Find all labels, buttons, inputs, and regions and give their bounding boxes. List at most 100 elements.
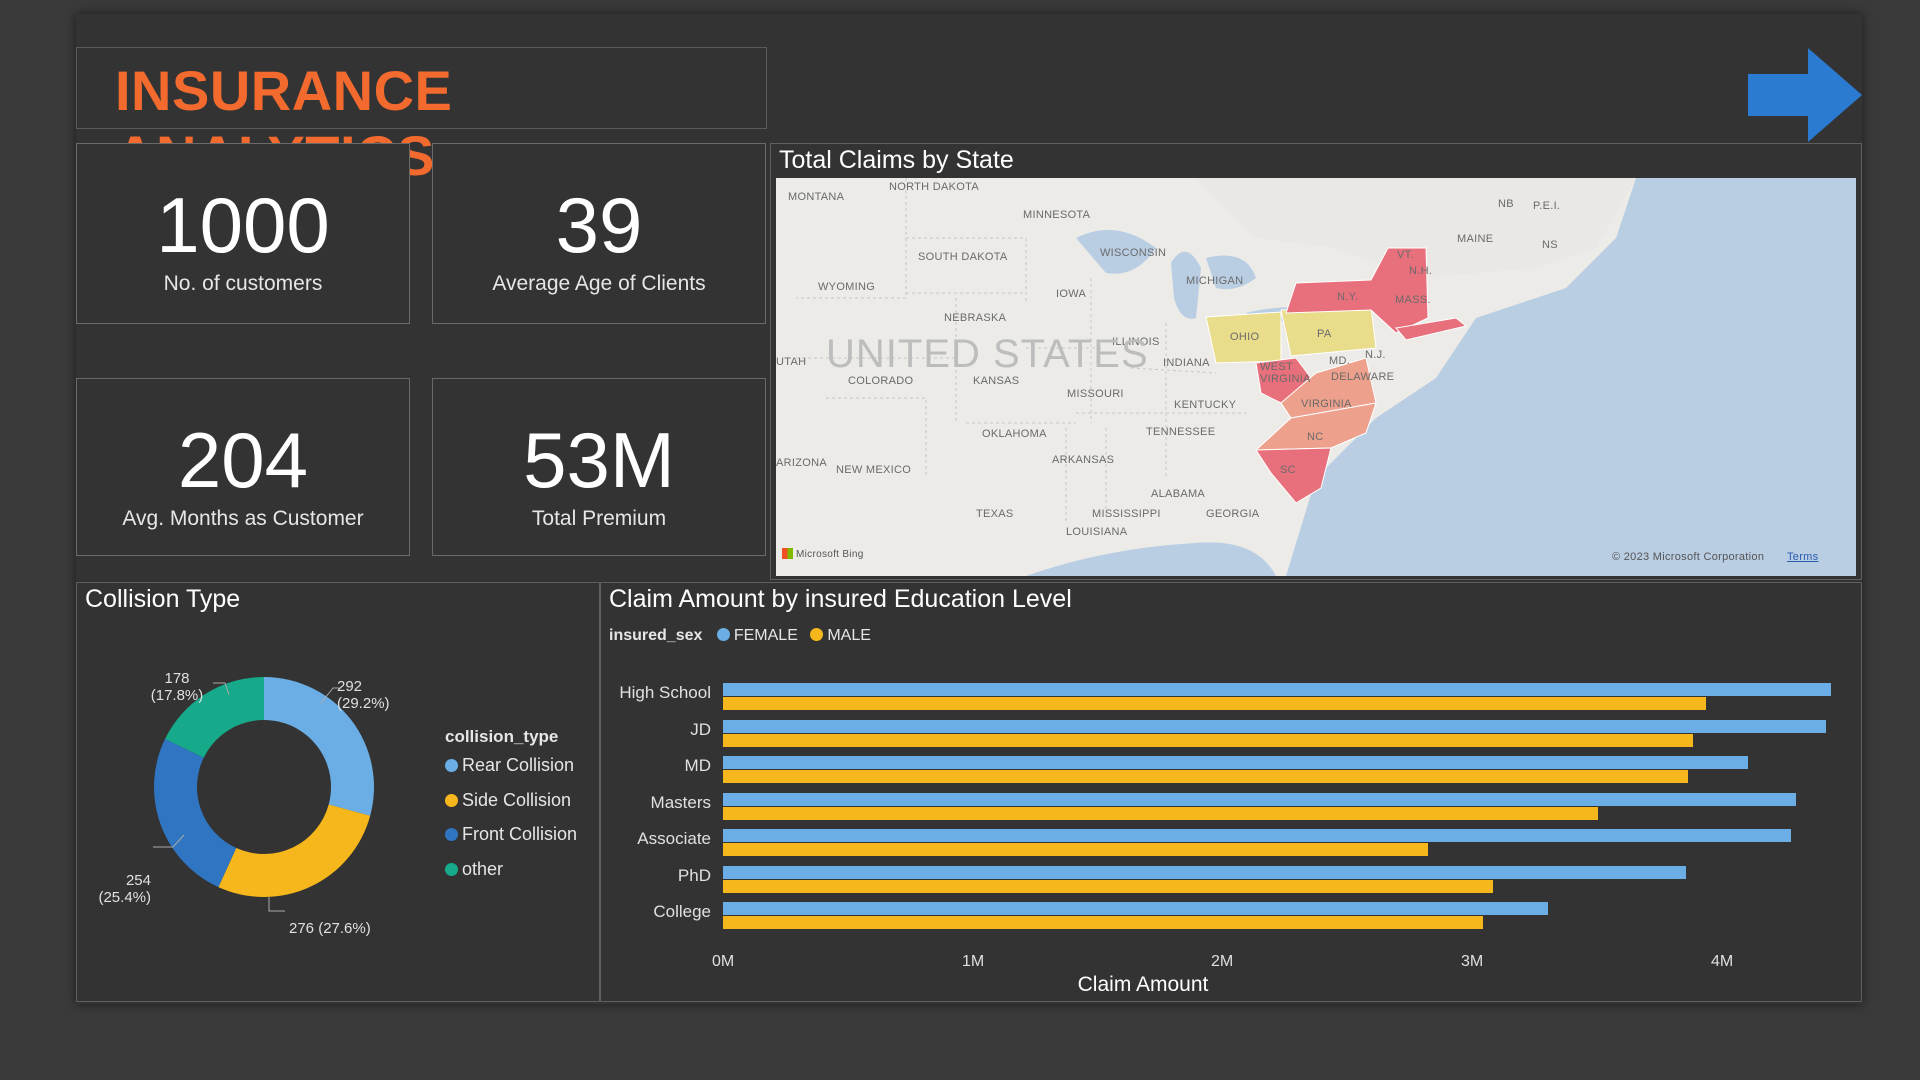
collision-donut-chart [153, 677, 374, 912]
bar-female[interactable] [723, 865, 1686, 879]
donut-label-side: 276 (27.6%) [289, 920, 371, 938]
legend-label: MALE [827, 627, 871, 644]
bar-female[interactable] [723, 683, 1831, 696]
legend-dot [445, 863, 458, 876]
map-country-label: UNITED STATES [826, 332, 1149, 376]
donut-label-text: 292 (29.2%) [337, 678, 390, 712]
donut-slice-rear[interactable] [264, 677, 374, 816]
legend-item-male[interactable]: MALE [810, 627, 871, 644]
bar-female[interactable] [723, 902, 1548, 915]
map-title: Total Claims by State [779, 146, 1014, 174]
donut-label-text: 254 (25.4%) [98, 872, 151, 906]
bar-female[interactable] [723, 719, 1826, 733]
map-state-label: ALABAMA [1151, 488, 1206, 500]
x-tick: 0M [712, 953, 735, 970]
x-tick: 2M [1211, 953, 1234, 970]
map-state-label: NS [1542, 239, 1558, 251]
map-state-label: UTAH [776, 356, 807, 368]
map-copyright: © 2023 Microsoft Corporation [1612, 551, 1765, 563]
bar-female[interactable] [723, 756, 1748, 769]
bar-male[interactable] [723, 879, 1493, 893]
claims-title: Claim Amount by insured Education Level [609, 585, 1072, 613]
collision-panel: Collision Type 292 (29.2%) 276 (27.6%) 2… [76, 582, 600, 1002]
map-state-label: N.Y. [1337, 291, 1359, 303]
map-state-label: MONTANA [788, 191, 845, 203]
map-state-label: P.E.I. [1533, 200, 1561, 212]
legend-item-side[interactable]: Side Collision [445, 790, 571, 811]
legend-item-other[interactable]: other [445, 859, 503, 880]
map-state-label: NB [1498, 198, 1514, 210]
bar-male[interactable] [723, 806, 1598, 820]
bar-male[interactable] [723, 733, 1693, 747]
legend-dot [445, 794, 458, 807]
donut-label-text: 178 (17.8%) [150, 670, 204, 704]
claims-panel: Claim Amount by insured Education Level … [600, 582, 1862, 1002]
map-state-label: VT. [1397, 249, 1414, 261]
map-state-label: KENTUCKY [1174, 399, 1237, 411]
map-state-label: MISSISSIPPI [1092, 508, 1161, 520]
donut-leader-line [153, 834, 185, 848]
legend-label: Side Collision [462, 790, 572, 810]
bing-logo-icon [782, 548, 793, 559]
map-terms-link[interactable]: Terms [1787, 551, 1819, 563]
map-state-label: WYOMING [818, 281, 876, 293]
y-category-label: JD [690, 719, 711, 739]
claims-legend: insured_sex FEMALE MALE [609, 627, 871, 645]
map-state-label: MINNESOTA [1023, 209, 1091, 221]
map-state-label: MICHIGAN [1186, 275, 1244, 287]
donut-label-other: 178 (17.8%) [147, 670, 207, 704]
y-category-label: MD [684, 756, 711, 775]
collision-title: Collision Type [85, 585, 241, 613]
map-state-label: SC [1280, 464, 1296, 476]
legend-dot [810, 628, 824, 641]
donut-slice-other[interactable] [165, 677, 264, 758]
claims-map[interactable]: MONTANA NORTH DAKOTA MINNESOTA SOUTH DAK… [776, 178, 1856, 576]
bar-male[interactable] [723, 916, 1483, 929]
legend-label: Front Collision [462, 824, 578, 844]
y-category-label: PhD [677, 865, 711, 885]
map-state-label: N.H. [1409, 265, 1433, 277]
bar-male[interactable] [723, 697, 1706, 710]
donut-slice-front[interactable] [154, 738, 237, 888]
kpi-card-months-customer: 204 Avg. Months as Customer [76, 378, 410, 556]
map-state-label: NORTH DAKOTA [889, 181, 979, 193]
y-category-label: Masters [650, 792, 711, 812]
bar-female[interactable] [723, 792, 1796, 806]
donut-leader-line [320, 687, 339, 704]
map-state-label: N.J. [1365, 349, 1386, 361]
map-state-label: TEXAS [976, 508, 1014, 520]
y-category-label: Associate [637, 829, 711, 848]
legend-item-front[interactable]: Front Collision [445, 824, 577, 845]
map-state-label: MD. [1329, 355, 1351, 367]
map-state-label: GEORGIA [1206, 508, 1260, 520]
map-state-label: WEST VIRGINIA [1260, 361, 1311, 385]
map-state-label: SOUTH DAKOTA [918, 251, 1008, 263]
donut-slice-side[interactable] [218, 804, 371, 897]
map-state-label: MASS. [1395, 294, 1431, 306]
map-state-label: PA [1317, 328, 1332, 340]
legend-dot [445, 828, 458, 841]
map-state-label: VIRGINIA [1301, 398, 1352, 410]
kpi-card-total-premium: 53M Total Premium [432, 378, 766, 556]
map-state-label: MISSOURI [1067, 388, 1124, 400]
map-state-label: LOUISIANA [1066, 526, 1128, 538]
map-state-label: OKLAHOMA [982, 428, 1047, 440]
legend-label: FEMALE [733, 627, 798, 644]
bar-female[interactable] [723, 829, 1791, 842]
legend-dot [445, 759, 458, 772]
map-state-label: NC [1307, 431, 1324, 443]
title-panel: INSURANCE ANALYTICS [76, 47, 767, 187]
next-page-button[interactable] [1748, 48, 1862, 142]
bar-male[interactable] [723, 843, 1428, 856]
legend-item-rear[interactable]: Rear Collision [445, 755, 574, 776]
x-tick: 3M [1461, 953, 1484, 970]
map-state-label: COLORADO [848, 375, 914, 387]
x-axis-label: Claim Amount [1077, 973, 1209, 996]
kpi-value: 1000 [156, 181, 330, 269]
donut-label-rear: 292 (29.2%) [337, 678, 390, 712]
legend-item-female[interactable]: FEMALE [716, 627, 798, 644]
map-state-label: NEBRASKA [944, 312, 1007, 324]
bar-male[interactable] [723, 770, 1688, 783]
map-svg [776, 178, 1636, 576]
donut-label-text: 276 (27.6%) [289, 920, 371, 937]
